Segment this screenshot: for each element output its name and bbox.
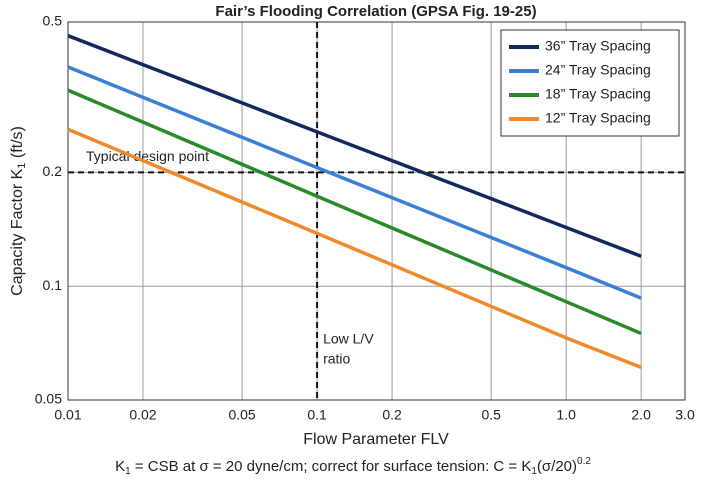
x-axis-label: Flow Parameter FLV: [303, 431, 449, 448]
x-tick-label: 2.0: [631, 407, 651, 423]
legend-label: 36” Tray Spacing: [545, 38, 651, 54]
footnote-part: K: [115, 458, 125, 475]
x-tick-label: 0.02: [129, 407, 156, 423]
legend-label: 18” Tray Spacing: [545, 86, 651, 102]
footnote-sup: 0.2: [577, 456, 591, 467]
legend-label: 12” Tray Spacing: [545, 110, 651, 126]
series-line: [67, 34, 642, 258]
x-tick-label: 1.0: [556, 407, 576, 423]
series-line: [67, 127, 642, 369]
x-tick-label: 0.2: [382, 407, 402, 423]
footnote-part: (σ/20): [537, 458, 577, 475]
y-label-part: (ft/s): [9, 126, 26, 162]
y-label-part: Capacity Factor K: [9, 168, 26, 295]
series-line: [67, 88, 642, 336]
footnote: K1 = CSB at σ = 20 dyne/cm; correct for …: [115, 456, 591, 477]
annotation: Typical design point: [86, 148, 209, 164]
y-tick-label: 0.2: [43, 163, 63, 179]
series-line: [67, 65, 642, 300]
footnote-part: = CSB at σ = 20 dyne/cm; correct for sur…: [131, 458, 532, 475]
legend-label: 24” Tray Spacing: [545, 62, 651, 78]
y-tick-label: 0.1: [43, 277, 63, 293]
footnote-sub: 1: [125, 466, 131, 477]
plot-frame: [67, 21, 686, 401]
annotation: Low L/V: [323, 331, 374, 347]
chart-title: Fair’s Flooding Correlation (GPSA Fig. 1…: [215, 3, 536, 20]
x-tick-label: 0.5: [481, 407, 501, 423]
y-label-sub: 1: [16, 163, 28, 169]
y-axis-label: Capacity Factor K1 (ft/s): [9, 126, 28, 296]
y-tick-label: 0.5: [43, 13, 63, 29]
x-tick-label: 0.1: [307, 407, 327, 423]
x-tick-label: 3.0: [675, 407, 695, 423]
x-tick-label: 0.01: [54, 407, 81, 423]
x-tick-label: 0.05: [228, 407, 255, 423]
footnote-sub: 1: [531, 466, 537, 477]
y-tick-label: 0.05: [35, 391, 62, 407]
annotation: ratio: [323, 351, 350, 367]
